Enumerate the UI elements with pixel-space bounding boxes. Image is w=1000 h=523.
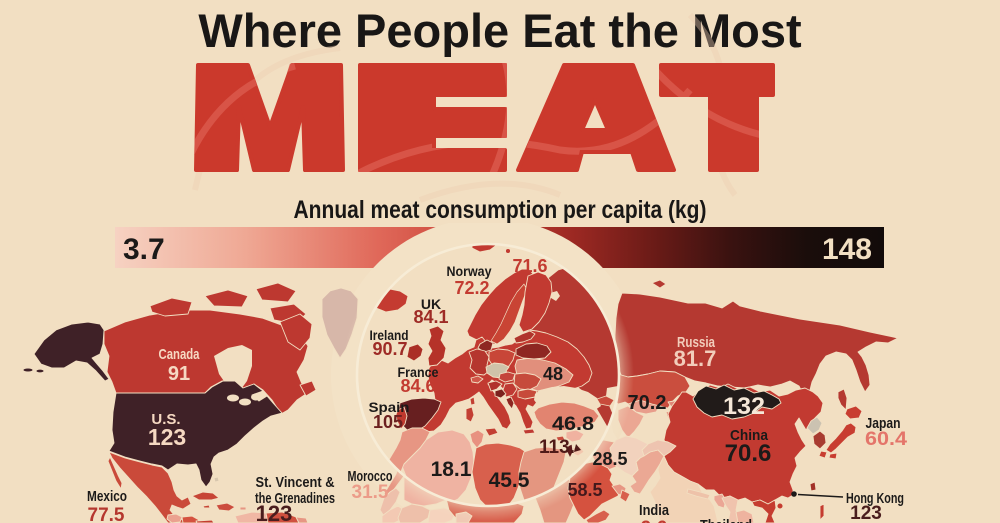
svg-text:60.4: 60.4 [865,429,907,450]
svg-text:48: 48 [543,364,563,384]
svg-text:123: 123 [850,503,882,523]
svg-text:Japan: Japan [866,415,901,432]
svg-text:St. Vincent &: St. Vincent & [256,474,335,491]
svg-text:Morocco: Morocco [348,468,393,485]
svg-text:China: China [730,427,769,444]
svg-text:3.7: 3.7 [123,233,165,266]
svg-text:123: 123 [256,501,293,523]
svg-text:81.7: 81.7 [674,346,717,371]
svg-text:77.5: 77.5 [88,505,125,523]
svg-text:9.6: 9.6 [641,518,667,523]
svg-text:Thailand: Thailand [700,517,752,523]
svg-text:Canada: Canada [159,346,200,363]
svg-text:Annual meat consumption per ca: Annual meat consumption per capita (kg) [294,196,707,224]
svg-text:U.S.: U.S. [151,411,180,428]
svg-text:70.6: 70.6 [725,440,772,467]
svg-text:148: 148 [822,233,872,266]
svg-text:46.8: 46.8 [552,414,594,435]
svg-text:71.6: 71.6 [512,256,547,276]
svg-text:105: 105 [373,412,403,432]
svg-text:123: 123 [148,424,186,450]
svg-text:31.5: 31.5 [352,482,389,503]
svg-text:Spain: Spain [369,399,410,415]
svg-text:90.7: 90.7 [372,339,407,359]
svg-text:70.2: 70.2 [628,392,667,414]
svg-text:Norway: Norway [447,263,492,279]
svg-text:Ireland: Ireland [370,327,409,343]
svg-text:45.5: 45.5 [489,469,530,492]
svg-text:113.: 113. [539,437,575,458]
svg-text:UK: UK [421,296,441,312]
svg-text:18.1: 18.1 [431,458,472,481]
svg-text:132: 132 [723,393,765,420]
svg-text:58.5: 58.5 [567,480,602,500]
svg-text:India: India [639,502,670,519]
svg-text:Hong Kong: Hong Kong [846,490,904,507]
svg-text:72.2: 72.2 [454,278,489,298]
svg-text:91: 91 [168,363,190,385]
svg-text:Where People Eat the Most: Where People Eat the Most [198,4,802,57]
svg-text:Russia: Russia [677,334,715,351]
svg-text:84.6: 84.6 [400,376,435,396]
svg-text:28.5: 28.5 [592,449,627,469]
svg-text:the Grenadines: the Grenadines [255,490,335,507]
svg-text:Mexico: Mexico [87,488,127,505]
svg-text:84.1: 84.1 [413,307,448,327]
svg-text:France: France [398,364,439,380]
